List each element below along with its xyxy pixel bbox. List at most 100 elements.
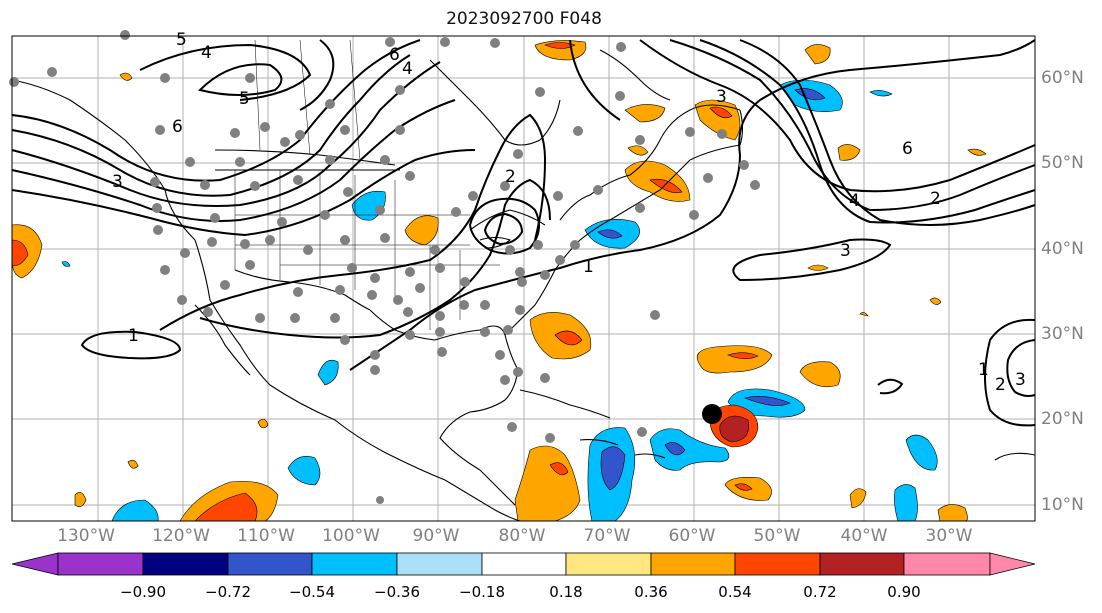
contour-label: 4 bbox=[849, 191, 860, 211]
colorbar-segment bbox=[565, 552, 652, 576]
colorbar-tick-label: 0.54 bbox=[718, 583, 752, 601]
colorbar-tick-label: −0.36 bbox=[374, 583, 420, 601]
latitude-label: 50°N bbox=[1041, 153, 1084, 173]
colorbar-tick-label: 0.36 bbox=[634, 583, 668, 601]
positive-anomaly-fill bbox=[837, 144, 861, 161]
colorbar-segment bbox=[650, 552, 736, 576]
latitude-label: 40°N bbox=[1041, 239, 1084, 259]
positive-anomaly-fill bbox=[649, 178, 683, 194]
positive-anomaly-fill bbox=[544, 42, 576, 49]
positive-anomaly-fill bbox=[859, 312, 869, 317]
negative-anomaly-fill bbox=[597, 229, 623, 239]
contour-label: 3 bbox=[1015, 370, 1026, 390]
longitude-label: 110°W bbox=[237, 526, 295, 546]
positive-anomaly-fill bbox=[257, 418, 269, 429]
colorbar-tick-label: 0.72 bbox=[803, 583, 837, 601]
longitude-label: 130°W bbox=[57, 526, 115, 546]
longitude-label: 80°W bbox=[498, 526, 546, 546]
latitude-label: 10°N bbox=[1041, 495, 1084, 515]
station-markers bbox=[9, 30, 760, 504]
colorbar-tick-label: −0.90 bbox=[120, 583, 166, 601]
colorbar-tick-label: −0.18 bbox=[459, 583, 505, 601]
storm-center-marker bbox=[702, 404, 722, 424]
positive-anomaly-fill bbox=[119, 72, 133, 81]
positive-anomaly-fill bbox=[937, 504, 968, 522]
colorbar-segment bbox=[903, 552, 991, 576]
negative-anomaly-fill bbox=[111, 499, 159, 522]
latitude-label: 20°N bbox=[1041, 409, 1084, 429]
colorbar-extend-low bbox=[11, 552, 59, 576]
negative-anomaly-fill bbox=[61, 261, 71, 267]
positive-anomaly-fill bbox=[734, 483, 753, 491]
political-borders bbox=[234, 39, 500, 330]
colorbar-tick-label: −0.54 bbox=[289, 583, 335, 601]
colorbar-segment bbox=[734, 552, 821, 576]
negative-anomaly-fill bbox=[317, 359, 339, 386]
latitude-label: 30°N bbox=[1041, 324, 1084, 344]
colorbar-segment bbox=[311, 552, 398, 576]
map-frame bbox=[11, 35, 1036, 522]
positive-anomaly-fill bbox=[514, 445, 581, 522]
negative-anomaly-fill bbox=[664, 442, 686, 456]
colorbar-tick-label: −0.72 bbox=[205, 583, 251, 601]
positive-anomaly-fill bbox=[74, 492, 87, 507]
contour-label: 3 bbox=[112, 172, 123, 192]
anomaly-fills bbox=[11, 40, 987, 522]
colorbar-extend-high bbox=[989, 552, 1036, 576]
negative-anomaly-fill bbox=[894, 484, 918, 522]
colorbar-segment bbox=[396, 552, 483, 576]
contour-label: 3 bbox=[840, 241, 851, 261]
negative-anomaly-fill bbox=[600, 446, 626, 491]
colorbar-segment bbox=[819, 552, 905, 576]
negative-anomaly-fill bbox=[744, 396, 791, 406]
positive-anomaly-fill bbox=[719, 415, 749, 443]
positive-anomaly-fill bbox=[624, 104, 666, 123]
positive-anomaly-fill bbox=[807, 264, 829, 271]
positive-anomaly-fill bbox=[727, 352, 759, 360]
colorbar-segment bbox=[57, 552, 144, 576]
positive-anomaly-fill bbox=[967, 148, 987, 156]
positive-anomaly-fill bbox=[627, 145, 649, 156]
positive-anomaly-fill bbox=[804, 44, 831, 65]
colorbar bbox=[11, 552, 1036, 576]
contour-label: 6 bbox=[389, 45, 400, 65]
latitude-label: 60°N bbox=[1041, 68, 1084, 88]
positive-anomaly-fill bbox=[799, 361, 841, 388]
positive-anomaly-fill bbox=[127, 459, 139, 469]
contour-label: 6 bbox=[902, 139, 913, 159]
longitude-label: 70°W bbox=[583, 526, 631, 546]
contour-label: 5 bbox=[176, 30, 187, 50]
contour-label: 4 bbox=[201, 43, 212, 63]
longitude-label: 60°W bbox=[668, 526, 716, 546]
map-title: 2023092700 F048 bbox=[446, 9, 602, 29]
longitude-label: 50°W bbox=[753, 526, 801, 546]
contour-label: 2 bbox=[505, 167, 516, 187]
contour-label: 2 bbox=[995, 375, 1006, 395]
positive-anomaly-fill bbox=[404, 215, 439, 246]
contour-label: 1 bbox=[583, 257, 594, 277]
longitude-label: 100°W bbox=[322, 526, 380, 546]
positive-anomaly-fill bbox=[554, 330, 583, 346]
positive-anomaly-fill bbox=[11, 239, 29, 266]
positive-anomaly-fill bbox=[194, 492, 258, 522]
positive-anomaly-fill bbox=[709, 106, 733, 119]
contour-label: 5 bbox=[239, 89, 250, 109]
contour-label: 6 bbox=[172, 117, 183, 137]
contour-label: 4 bbox=[402, 59, 413, 79]
positive-anomaly-fill bbox=[694, 99, 741, 141]
contour-label: 1 bbox=[978, 360, 989, 380]
negative-anomaly-fill bbox=[649, 428, 730, 471]
positive-anomaly-fill bbox=[929, 297, 942, 305]
colorbar-segment bbox=[481, 552, 567, 576]
contour-label: 1 bbox=[128, 326, 139, 346]
positive-anomaly-fill bbox=[849, 488, 867, 509]
longitude-label: 30°W bbox=[925, 526, 973, 546]
contour-label: 2 bbox=[930, 189, 941, 209]
colorbar-tick-label: 0.18 bbox=[549, 583, 583, 601]
positive-anomaly-fill bbox=[696, 345, 773, 374]
longitude-label: 40°W bbox=[840, 526, 888, 546]
colorbar-segment bbox=[142, 552, 229, 576]
contour-label: 3 bbox=[716, 87, 727, 107]
contour-labels: 5 4 6 5 4 6 3 2 1 3 1 6 2 4 3 1 2 3 bbox=[112, 30, 1026, 395]
